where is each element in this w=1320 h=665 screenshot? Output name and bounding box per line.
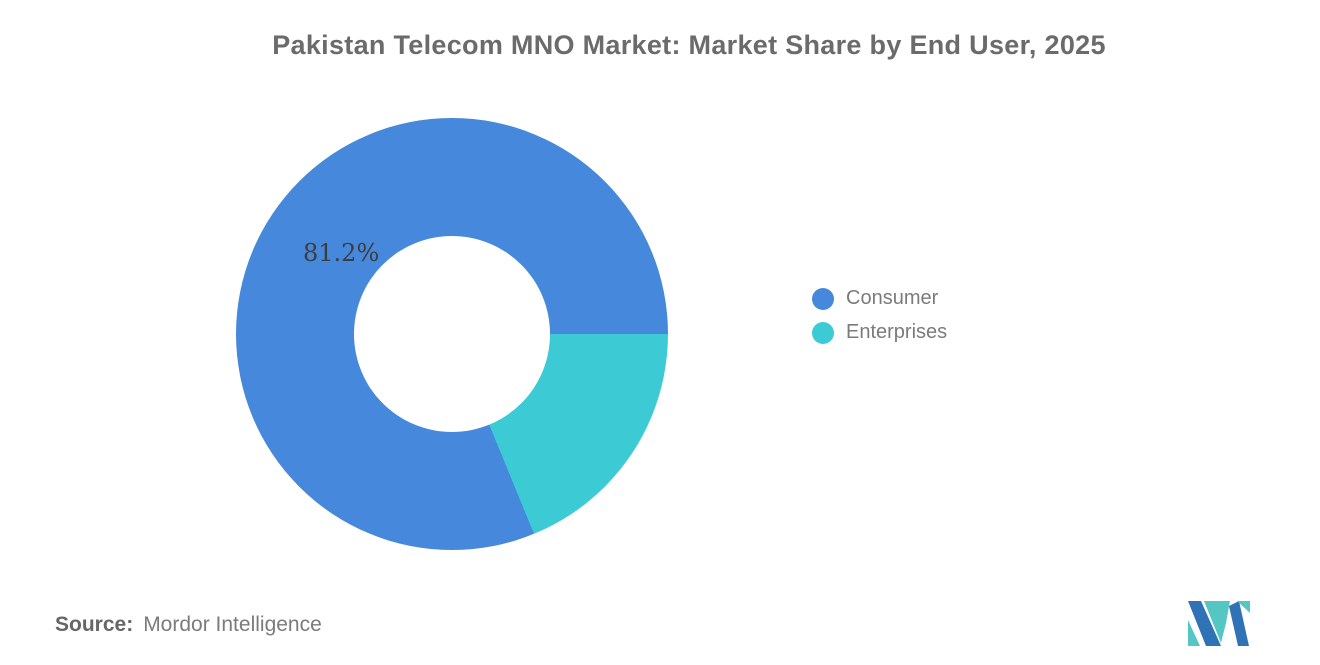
mordor-intelligence-logo (1188, 601, 1250, 646)
logo-teal-middle (1204, 601, 1230, 643)
legend: Consumer Enterprises (812, 287, 947, 344)
legend-item-enterprises[interactable]: Enterprises (812, 321, 947, 344)
legend-label-enterprises: Enterprises (846, 321, 948, 343)
slice-label-consumer: 81.2% (303, 239, 380, 267)
logo-blue-right-band (1229, 601, 1249, 646)
source-value: Mordor Intelligence (143, 613, 322, 636)
logo-blue-left-band (1188, 601, 1221, 646)
legend-swatch (812, 287, 834, 310)
donut-hole (354, 236, 550, 432)
logo-teal-top-right-triangle (1237, 601, 1250, 613)
legend-item-consumer[interactable]: Consumer (812, 287, 947, 310)
source-label: Source: (55, 613, 134, 636)
chart-title: Pakistan Telecom MNO Market: Market Shar… (272, 30, 1106, 60)
source-line: Source: Mordor Intelligence (55, 613, 322, 637)
legend-label-consumer: Consumer (846, 287, 939, 309)
legend-swatch (812, 321, 834, 344)
logo-teal-bottom-left-triangle (1188, 620, 1200, 646)
